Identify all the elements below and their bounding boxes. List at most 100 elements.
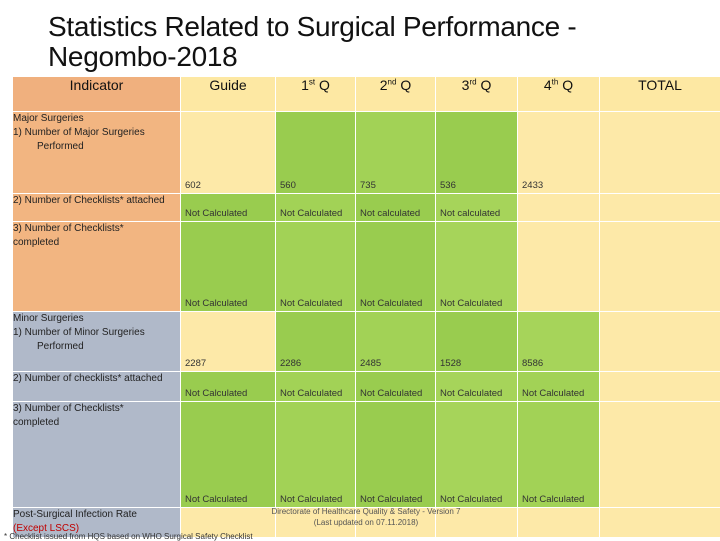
value-cell: Not calculated — [360, 208, 420, 219]
minor-attached-q4: Not Calculated — [518, 372, 600, 402]
value-cell: Not Calculated — [280, 298, 342, 309]
major-performed-row: Major Surgeries 1) Number of Major Surge… — [13, 112, 720, 194]
psi-q4 — [518, 508, 600, 538]
minor-performed-q1: 2286 — [276, 312, 356, 372]
major-completed-q3: Not Calculated — [436, 222, 518, 312]
minor-item3: 3) Number of Checklists* — [13, 403, 124, 414]
value-cell: Not Calculated — [185, 208, 247, 219]
major-item3b: completed — [13, 237, 59, 248]
major-completed-q1: Not Calculated — [276, 222, 356, 312]
header-q3: 3rd Q — [436, 77, 518, 112]
major-completed-q4 — [518, 222, 600, 312]
minor-section-title: Minor Surgeries — [13, 313, 84, 324]
value-cell: Not Calculated — [522, 494, 584, 505]
header-q2: 2nd Q — [356, 77, 436, 112]
minor-attached-total — [600, 372, 720, 402]
major-item3: 3) Number of Checklists* — [13, 223, 124, 234]
major-attached-q4 — [518, 194, 600, 222]
value-cell: 2485 — [360, 358, 381, 369]
minor-item1b: Performed — [13, 340, 180, 354]
value-cell: 2433 — [522, 180, 543, 191]
major-attached-row: 2) Number of Checklists* attached Not Ca… — [13, 194, 720, 222]
header-total: TOTAL — [600, 77, 720, 112]
major-attached-total — [600, 194, 720, 222]
value-cell: Not Calculated — [185, 494, 247, 505]
minor-completed-q1: Not Calculated — [276, 402, 356, 508]
value-cell: 735 — [360, 180, 376, 191]
minor-performed-label: Minor Surgeries 1) Number of Minor Surge… — [13, 312, 181, 372]
minor-item1: 1) Number of Minor Surgeries — [13, 327, 145, 338]
major-completed-total — [600, 222, 720, 312]
minor-completed-label: 3) Number of Checklists* completed — [13, 402, 181, 508]
minor-attached-q2: Not Calculated — [356, 372, 436, 402]
value-cell: Not Calculated — [280, 494, 342, 505]
value-cell: 8586 — [522, 358, 543, 369]
major-performed-guide: 602 — [181, 112, 276, 194]
major-attached-q2: Not calculated — [356, 194, 436, 222]
minor-performed-q2: 2485 — [356, 312, 436, 372]
minor-attached-q1: Not Calculated — [276, 372, 356, 402]
major-performed-q1: 560 — [276, 112, 356, 194]
minor-completed-q3: Not Calculated — [436, 402, 518, 508]
value-cell: Not calculated — [440, 208, 500, 219]
major-performed-total — [600, 112, 720, 194]
value-cell: Not Calculated — [185, 298, 247, 309]
minor-attached-q3: Not Calculated — [436, 372, 518, 402]
footer: Directorate of Healthcare Quality & Safe… — [256, 506, 476, 528]
minor-performed-q3: 1528 — [436, 312, 518, 372]
major-performed-q2: 735 — [356, 112, 436, 194]
value-cell: 1528 — [440, 358, 461, 369]
header-q1: 1st Q — [276, 77, 356, 112]
statistics-table: Indicator Guide 1st Q 2nd Q 3rd Q 4th Q … — [12, 76, 720, 538]
minor-performed-total — [600, 312, 720, 372]
minor-completed-q4: Not Calculated — [518, 402, 600, 508]
value-cell: Not Calculated — [360, 298, 422, 309]
value-cell: Not Calculated — [185, 388, 247, 399]
page-title: Statistics Related to Surgical Performan… — [48, 12, 688, 72]
value-cell: 2287 — [185, 358, 206, 369]
major-completed-label: 3) Number of Checklists* completed — [13, 222, 181, 312]
header-guide: Guide — [181, 77, 276, 112]
header-row: Indicator Guide 1st Q 2nd Q 3rd Q 4th Q … — [13, 77, 720, 112]
value-cell: Not Calculated — [360, 388, 422, 399]
major-performed-label: Major Surgeries 1) Number of Major Surge… — [13, 112, 181, 194]
major-attached-q3: Not calculated — [436, 194, 518, 222]
value-cell: Not Calculated — [440, 494, 502, 505]
value-cell: Not Calculated — [360, 494, 422, 505]
minor-attached-row: 2) Number of checklists* attached Not Ca… — [13, 372, 720, 402]
major-attached-q1: Not Calculated — [276, 194, 356, 222]
major-completed-guide: Not Calculated — [181, 222, 276, 312]
psi-title: Post-Surgical Infection Rate — [13, 509, 137, 520]
minor-item3b: completed — [13, 417, 59, 428]
minor-completed-row: 3) Number of Checklists* completed Not C… — [13, 402, 720, 508]
value-cell: Not Calculated — [522, 388, 584, 399]
minor-completed-guide: Not Calculated — [181, 402, 276, 508]
major-item1: 1) Number of Major Surgeries — [13, 127, 145, 138]
footer-line1: Directorate of Healthcare Quality & Safe… — [272, 507, 461, 516]
minor-completed-q2: Not Calculated — [356, 402, 436, 508]
header-q4: 4th Q — [518, 77, 600, 112]
header-indicator: Indicator — [13, 77, 181, 112]
value-cell: 536 — [440, 180, 456, 191]
value-cell: Not Calculated — [440, 388, 502, 399]
psi-total — [600, 508, 720, 538]
value-cell: 602 — [185, 180, 201, 191]
minor-completed-total — [600, 402, 720, 508]
value-cell: 560 — [280, 180, 296, 191]
minor-performed-q4: 8586 — [518, 312, 600, 372]
value-cell: 2286 — [280, 358, 301, 369]
value-cell: Not Calculated — [440, 298, 502, 309]
major-completed-q2: Not Calculated — [356, 222, 436, 312]
major-performed-q3: 536 — [436, 112, 518, 194]
major-section-title: Major Surgeries — [13, 113, 84, 124]
major-item1b: Performed — [13, 140, 180, 154]
minor-attached-label: 2) Number of checklists* attached — [13, 372, 181, 402]
footer-line2: (Last updated on 07.11.2018) — [314, 518, 418, 527]
value-cell: Not Calculated — [280, 208, 342, 219]
value-cell: Not Calculated — [280, 388, 342, 399]
major-attached-label: 2) Number of Checklists* attached — [13, 194, 181, 222]
major-completed-row: 3) Number of Checklists* completed Not C… — [13, 222, 720, 312]
minor-performed-guide: 2287 — [181, 312, 276, 372]
minor-attached-guide: Not Calculated — [181, 372, 276, 402]
minor-performed-row: Minor Surgeries 1) Number of Minor Surge… — [13, 312, 720, 372]
